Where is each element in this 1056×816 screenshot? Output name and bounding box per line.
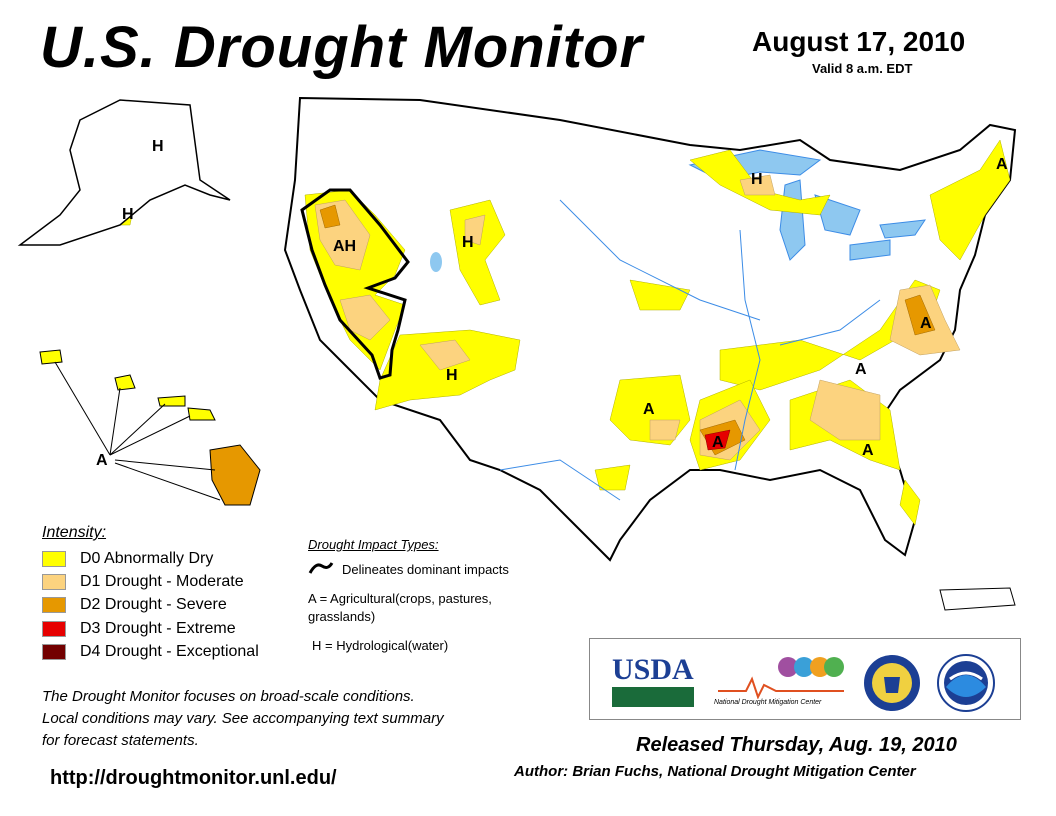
legend-item-d2: D2 Drought - Severe xyxy=(42,595,227,615)
ndmc-logo: National Drought Mitigation Center xyxy=(714,699,822,706)
release-date: Released Thursday, Aug. 19, 2010 xyxy=(636,734,957,756)
legend-swatch-d4 xyxy=(42,644,66,660)
wyoming-label-h: H xyxy=(462,234,474,251)
valid-time: Valid 8 a.m. EDT xyxy=(812,61,913,76)
utah-label-h: H xyxy=(446,367,458,384)
commerce-seal-icon xyxy=(864,655,920,711)
west-label-ah: AH xyxy=(333,238,357,255)
alaska-label-h2: H xyxy=(122,206,134,223)
usda-logo: USDA xyxy=(612,653,694,686)
map-date: August 17, 2010 xyxy=(752,26,966,57)
impact-agricultural-text: A = Agricultural(crops, pastures, grassl… xyxy=(308,591,492,624)
noaa-logo-icon xyxy=(937,654,995,712)
puerto-rico xyxy=(939,587,1016,611)
hawaii-islands xyxy=(39,349,261,506)
michigan-label-h: H xyxy=(751,171,763,188)
site-url[interactable]: http://droughtmonitor.unl.edu/ xyxy=(50,767,337,789)
legend-swatch-d0 xyxy=(42,551,66,567)
impact-outline-west xyxy=(300,188,410,380)
salt-lake xyxy=(430,252,442,272)
partner-logos: USDA National Drought Mitigation Center xyxy=(589,638,1021,720)
legend-swatch-d1 xyxy=(42,574,66,590)
usda-logo-field xyxy=(612,687,694,707)
georgia-label-a: A xyxy=(862,442,874,459)
virginia-label-a: A xyxy=(920,315,932,332)
arkansas-label-a: A xyxy=(712,434,724,451)
legend-label-d4: D4 Drought - Exceptional xyxy=(80,643,259,660)
impact-delineates-text: Delineates dominant impacts xyxy=(342,562,509,577)
legend-label-d3: D3 Drought - Extreme xyxy=(80,620,236,637)
impact-line-icon xyxy=(308,562,334,574)
impact-hydrological-text: H = Hydrological(water) xyxy=(312,638,449,653)
hawaii-label-a: A xyxy=(96,452,108,469)
tennessee-label-a: A xyxy=(855,361,867,378)
ndmc-trees-icon xyxy=(718,657,844,699)
alaska-label-h1: H xyxy=(152,138,164,155)
legend-label-d2: D2 Drought - Severe xyxy=(80,596,227,613)
impact-types-title: Drought Impact Types: xyxy=(308,537,439,552)
alaska-outline xyxy=(17,99,231,246)
rivers xyxy=(499,199,881,501)
oklahoma-label-a: A xyxy=(643,401,655,418)
maine-label-a: A xyxy=(996,156,1008,173)
author-credit: Author: Brian Fuchs, National Drought Mi… xyxy=(514,763,916,780)
legend-swatch-d2 xyxy=(42,597,66,613)
legend-label-d0: D0 Abnormally Dry xyxy=(80,550,214,567)
legend-item-d0: D0 Abnormally Dry xyxy=(42,549,213,569)
legend-swatch-d3 xyxy=(42,621,66,637)
legend-item-d4: D4 Drought - Exceptional xyxy=(42,642,259,662)
hawaii-leader-lines xyxy=(54,361,221,501)
legend-title: Intensity: xyxy=(42,524,107,541)
disclaimer-note: The Drought Monitor focuses on broad-sca… xyxy=(42,688,444,749)
legend-item-d3: D3 Drought - Extreme xyxy=(42,619,236,639)
map-title: U.S. Drought Monitor xyxy=(40,15,644,80)
legend-item-d1: D1 Drought - Moderate xyxy=(42,572,244,592)
legend-label-d1: D1 Drought - Moderate xyxy=(80,573,244,590)
